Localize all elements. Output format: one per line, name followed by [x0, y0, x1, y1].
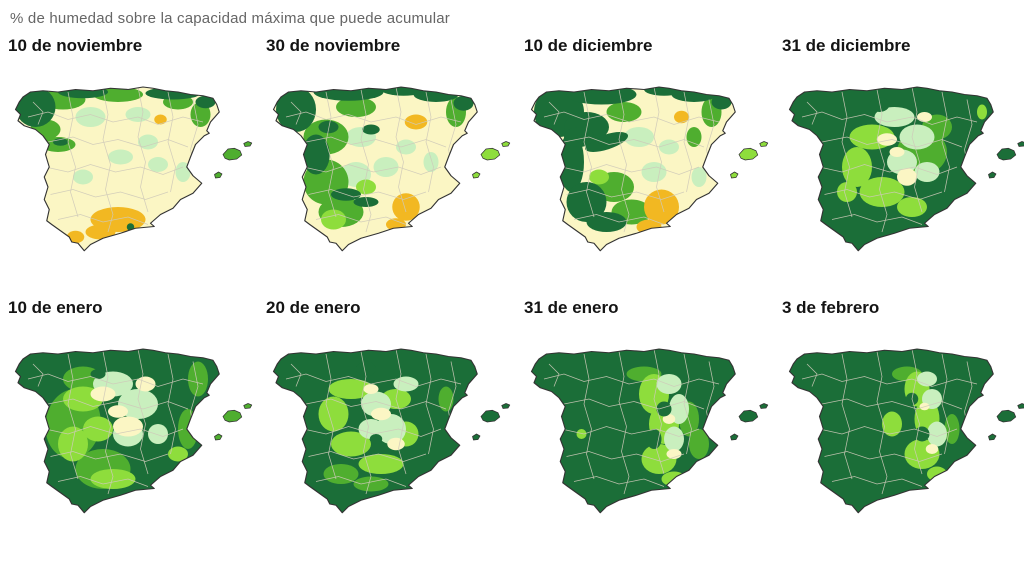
- map-cell-10-enero: 10 de enero: [0, 291, 258, 553]
- map-date-label: 10 de noviembre: [8, 36, 143, 55]
- spain-moisture-map: [788, 348, 1024, 513]
- spain-moisture-map: [530, 348, 769, 513]
- map-date-label: 31 de diciembre: [782, 36, 911, 55]
- map-cell-10-diciembre: 10 de diciembre: [516, 29, 774, 291]
- map-date-label: 31 de enero: [524, 298, 619, 317]
- spain-moisture-map: [14, 86, 253, 251]
- map-cell-20-enero: 20 de enero: [258, 291, 516, 553]
- spain-moisture-map: [788, 86, 1024, 251]
- spain-moisture-map: [272, 86, 511, 251]
- map-cell-30-noviembre: 30 de noviembre: [258, 29, 516, 291]
- map-date-label: 20 de enero: [266, 298, 361, 317]
- spain-moisture-map: [272, 348, 511, 513]
- map-cell-3-febrero: 3 de febrero: [774, 291, 1024, 553]
- map-cell-31-diciembre: 31 de diciembre: [774, 29, 1024, 291]
- map-date-label: 30 de noviembre: [266, 36, 401, 55]
- map-date-label: 10 de enero: [8, 298, 103, 317]
- map-date-label: 3 de febrero: [782, 298, 880, 317]
- map-date-label: 10 de diciembre: [524, 36, 653, 55]
- spain-moisture-map: [14, 348, 253, 513]
- maps-grid: 10 de noviembre 30 de noviembre 10 de di…: [0, 29, 1024, 553]
- page-title: % de humedad sobre la capacidad máxima q…: [10, 10, 450, 27]
- map-cell-31-enero: 31 de enero: [516, 291, 774, 553]
- spain-moisture-map: [530, 86, 769, 251]
- map-cell-10-noviembre: 10 de noviembre: [0, 29, 258, 291]
